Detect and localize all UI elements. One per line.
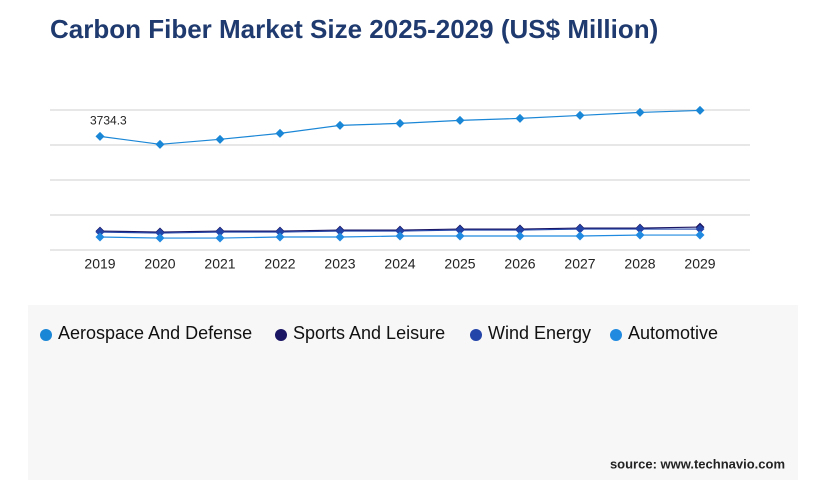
x-tick-label: 2020 [144,256,175,272]
legend-marker [275,329,287,341]
legend-label: Sports And Leisure [293,323,445,343]
data-point [395,118,405,128]
data-point [575,231,585,241]
data-point [695,224,705,234]
data-point [155,139,165,149]
x-tick-label: 2028 [624,256,655,272]
data-point [695,105,705,115]
data-point [155,233,165,243]
data-point [515,225,525,235]
data-point [455,115,465,125]
x-tick-label: 2019 [84,256,115,272]
data-point [275,128,285,138]
data-point [455,231,465,241]
legend-label: Automotive [628,323,718,343]
data-point [275,232,285,242]
data-point [95,227,105,237]
data-point [695,230,705,240]
data-point [575,110,585,120]
data-point [635,224,645,234]
source: source: www.technavio.com [610,456,785,471]
x-tick-label: 2024 [384,256,415,272]
x-tick-label: 2025 [444,256,475,272]
data-point [395,231,405,241]
data-point [335,120,345,130]
data-point [575,224,585,234]
x-tick-label: 2021 [204,256,235,272]
legend-marker [40,329,52,341]
legend-background [28,305,798,480]
data-point [515,231,525,241]
x-tick-label: 2027 [564,256,595,272]
legend-label: Aerospace And Defense [58,323,252,343]
x-tick-label: 2022 [264,256,295,272]
chart-title: Carbon Fiber Market Size 2025-2029 (US$ … [50,14,658,44]
x-tick-label: 2023 [324,256,355,272]
data-point [95,232,105,242]
data-point [95,131,105,141]
data-point [215,227,225,237]
x-tick-label: 2029 [684,256,715,272]
data-point [215,134,225,144]
data-point [215,233,225,243]
data-point [635,230,645,240]
data-point [335,232,345,242]
x-tick-label: 2026 [504,256,535,272]
data-point [335,226,345,236]
data-point [275,227,285,237]
legend-label: Wind Energy [488,323,591,343]
data-point [515,113,525,123]
legend-marker [610,329,622,341]
data-point [635,107,645,117]
data-point [155,228,165,238]
data-point [395,226,405,236]
data-point [455,225,465,235]
legend-marker [470,329,482,341]
data-label: 3734.3 [90,114,127,128]
